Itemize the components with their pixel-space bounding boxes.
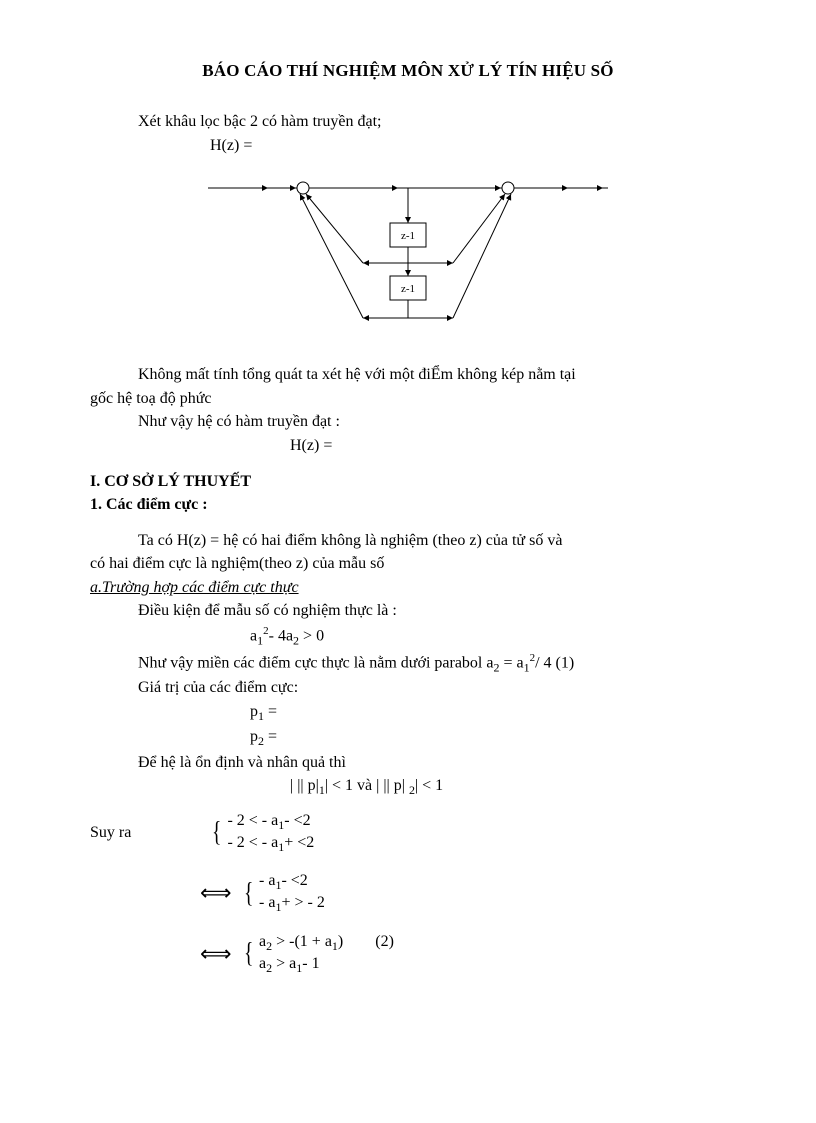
sec1-sys2-row: ⟺ { - a1- <2 - a1+ > - 2 xyxy=(90,871,726,915)
sec1-cond-eq: a12- 4a2 > 0 xyxy=(90,624,726,649)
sec1-subA: a.Trường hợp các điểm cực thực xyxy=(90,577,726,599)
system-2: { - a1- <2 - a1+ > - 2 xyxy=(242,871,325,915)
suyra-label: Suy ra xyxy=(90,822,200,844)
section-1-sub: 1. Các điểm cực : xyxy=(90,494,726,516)
sec1-p2: p2 = xyxy=(90,726,726,749)
after-diagram-l2: gốc hệ toạ độ phức xyxy=(90,388,726,410)
brace-icon: { xyxy=(244,946,253,961)
sec1-p1b: có hai điểm cực là nghiệm(theo z) của mẫ… xyxy=(90,553,726,575)
after-diagram-l3: Như vậy hệ có hàm truyền đạt : xyxy=(90,411,726,433)
sec1-p1a: Ta có H(z) = hệ có hai điểm không là ngh… xyxy=(90,530,726,552)
delay-box-1-label: z-1 xyxy=(401,230,415,242)
iff-arrow-icon: ⟺ xyxy=(200,882,232,904)
equation-number-2: (2) xyxy=(375,933,394,950)
sec1-stable: Để hệ là ổn định và nhân quả thì xyxy=(90,752,726,774)
intro-line-1: Xét khâu lọc bậc 2 có hàm truyền đạt; xyxy=(90,111,726,133)
sec1-cond: Điều kiện để mẫu số có nghiệm thực là : xyxy=(90,600,726,622)
sec1-p1: p1 = xyxy=(90,701,726,724)
after-diagram-l1: Không mất tính tổng quát ta xét hệ với m… xyxy=(90,364,726,386)
intro-hz: H(z) = xyxy=(90,135,726,157)
page-title: BÁO CÁO THÍ NGHIỆM MÔN XỬ LÝ TÍN HIỆU SỐ xyxy=(90,60,726,83)
section-1-heading: I. CƠ SỞ LÝ THUYẾT xyxy=(90,471,726,493)
sec1-abs: | || p|1| < 1 và | || p| 2| < 1 xyxy=(90,775,726,798)
after-diagram-hz: H(z) = xyxy=(90,435,726,457)
delay-box-2-label: z-1 xyxy=(401,283,415,295)
iff-arrow-icon: ⟺ xyxy=(200,943,232,965)
brace-icon: { xyxy=(212,825,221,840)
signal-flow-diagram: z-1 z-1 xyxy=(208,168,608,358)
brace-icon: { xyxy=(244,886,253,901)
sec1-suyra-row: Suy ra { - 2 < - a1- <2 - 2 < - a1+ <2 xyxy=(90,811,726,855)
sec1-giatri: Giá trị của các điểm cực: xyxy=(90,677,726,699)
sec1-parabol: Như vậy miền các điểm cực thực là nằm dư… xyxy=(90,651,726,676)
system-3: { a2 > -(1 + a1) (2) a2 > a1- 1 xyxy=(242,932,394,976)
sec1-sys3-row: ⟺ { a2 > -(1 + a1) (2) a2 > a1- 1 xyxy=(90,932,726,976)
system-1: { - 2 < - a1- <2 - 2 < - a1+ <2 xyxy=(210,811,314,855)
block-diagram: z-1 z-1 xyxy=(90,168,726,358)
